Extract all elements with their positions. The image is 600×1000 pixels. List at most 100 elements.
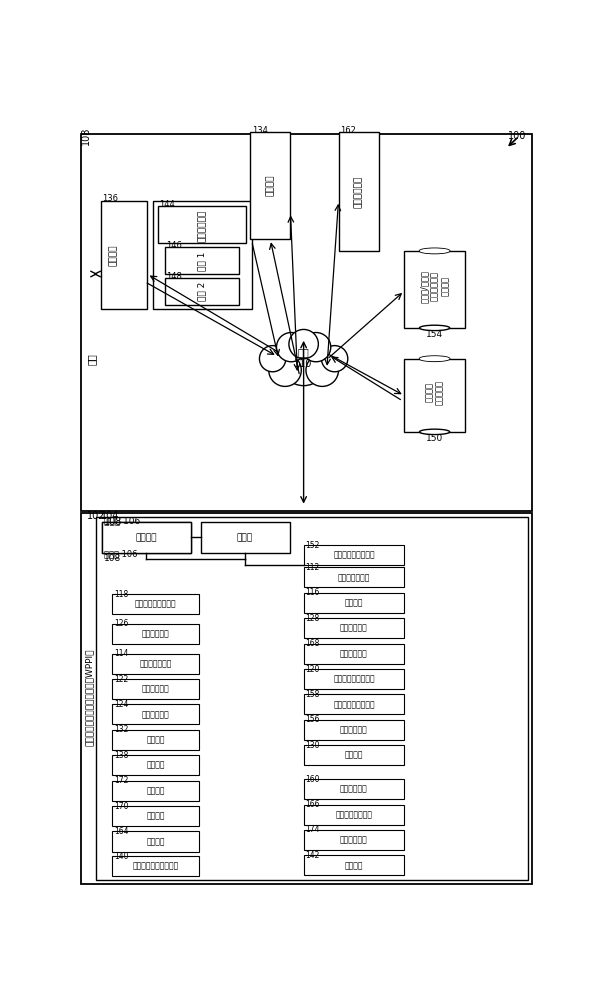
Circle shape	[289, 329, 319, 359]
Text: 模糊逻辑: 模糊逻辑	[146, 812, 165, 821]
FancyBboxPatch shape	[112, 781, 199, 801]
Text: 服务质量保证: 服务质量保证	[142, 629, 169, 638]
FancyBboxPatch shape	[102, 522, 191, 553]
Text: 通信接口: 通信接口	[136, 533, 157, 542]
Text: 资源估计分析器: 资源估计分析器	[139, 659, 172, 668]
Text: 资源使用简档估计: 资源使用简档估计	[335, 810, 373, 819]
Text: 118: 118	[114, 590, 128, 599]
Text: 识别的工作负载: 识别的工作负载	[338, 573, 370, 582]
Text: 158: 158	[305, 690, 320, 699]
FancyBboxPatch shape	[250, 132, 290, 239]
Text: 用户: 用户	[87, 353, 97, 365]
Text: 132: 132	[114, 725, 128, 734]
Circle shape	[280, 339, 327, 386]
Text: 分配成本: 分配成本	[345, 861, 363, 870]
Circle shape	[277, 333, 306, 362]
FancyBboxPatch shape	[304, 694, 404, 714]
FancyBboxPatch shape	[304, 745, 404, 765]
Text: 合并策略: 合并策略	[146, 735, 165, 744]
FancyBboxPatch shape	[112, 624, 199, 644]
Text: 172: 172	[114, 776, 128, 785]
Text: 工作负载分析器和性能干扰（WPPI）: 工作负载分析器和性能干扰（WPPI）	[85, 649, 94, 746]
Text: 第三未剖析工作负载: 第三未剖析工作负载	[333, 700, 375, 709]
Text: 分配置信区间: 分配置信区间	[340, 835, 368, 844]
Text: 166: 166	[305, 800, 320, 809]
Text: 126: 126	[114, 619, 128, 628]
Text: 114: 114	[114, 649, 128, 658]
Text: 资源 1: 资源 1	[197, 251, 206, 271]
Text: 云提供方目标: 云提供方目标	[340, 624, 368, 633]
Circle shape	[301, 333, 331, 362]
FancyBboxPatch shape	[112, 755, 199, 775]
FancyBboxPatch shape	[152, 201, 252, 309]
Text: 128: 128	[305, 614, 319, 623]
FancyBboxPatch shape	[304, 830, 404, 850]
Text: 174: 174	[305, 825, 320, 834]
Text: 116: 116	[305, 588, 320, 597]
Text: 云消费者: 云消费者	[109, 244, 118, 265]
Text: 124: 124	[114, 700, 128, 709]
Ellipse shape	[419, 356, 449, 361]
Ellipse shape	[419, 248, 450, 254]
Circle shape	[269, 354, 301, 386]
FancyBboxPatch shape	[404, 359, 465, 432]
Text: 资源 2: 资源 2	[197, 282, 206, 301]
Text: 从属关系规则: 从属关系规则	[142, 685, 169, 694]
FancyBboxPatch shape	[101, 201, 147, 309]
Text: 170: 170	[114, 802, 128, 811]
Ellipse shape	[419, 325, 450, 331]
FancyBboxPatch shape	[304, 720, 404, 740]
Text: 156: 156	[305, 715, 320, 724]
FancyBboxPatch shape	[200, 522, 290, 553]
Text: 134: 134	[252, 126, 268, 135]
Text: 138: 138	[114, 751, 128, 760]
Text: 160: 160	[305, 775, 320, 784]
FancyBboxPatch shape	[165, 247, 239, 274]
Text: 合并算法: 合并算法	[146, 761, 165, 770]
Text: 网络
110: 网络 110	[295, 347, 313, 369]
Text: 资源竞争: 资源竞争	[146, 786, 165, 795]
FancyBboxPatch shape	[112, 654, 199, 674]
Text: 146: 146	[166, 241, 182, 250]
FancyBboxPatch shape	[112, 704, 199, 724]
FancyBboxPatch shape	[304, 855, 404, 875]
FancyBboxPatch shape	[102, 522, 191, 553]
Text: 130: 130	[305, 741, 320, 750]
Text: 122: 122	[114, 675, 128, 684]
Text: 资源管理系统: 资源管理系统	[354, 175, 363, 208]
Text: 存储器 106: 存储器 106	[104, 549, 137, 558]
Text: 168: 168	[305, 639, 320, 648]
Ellipse shape	[419, 429, 450, 435]
Text: 存储器 106: 存储器 106	[104, 516, 140, 525]
Text: 处理器: 处理器	[236, 533, 253, 542]
Text: 108: 108	[104, 554, 121, 563]
Text: 基础设施资源: 基础设施资源	[197, 209, 206, 242]
FancyBboxPatch shape	[304, 669, 404, 689]
FancyBboxPatch shape	[112, 594, 199, 614]
FancyBboxPatch shape	[304, 805, 404, 825]
FancyBboxPatch shape	[112, 806, 199, 826]
Text: 基础设施
资源储存器: 基础设施 资源储存器	[425, 380, 444, 405]
FancyBboxPatch shape	[404, 251, 465, 328]
FancyBboxPatch shape	[304, 545, 404, 565]
Text: 112: 112	[305, 563, 319, 572]
Text: 第一未剖析工作负载: 第一未剖析工作负载	[135, 600, 176, 609]
Text: 资源简档向量: 资源简档向量	[340, 725, 368, 734]
Text: 资源利用度量: 资源利用度量	[340, 649, 368, 658]
Text: 142: 142	[305, 851, 320, 860]
Text: 第二未剖析工作负载: 第二未剖析工作负载	[333, 675, 375, 684]
FancyBboxPatch shape	[112, 831, 199, 852]
Circle shape	[259, 346, 286, 372]
Text: 154: 154	[426, 330, 443, 339]
Text: 识别的/计算的
工作负载资源
使用简档: 识别的/计算的 工作负载资源 使用简档	[420, 270, 449, 303]
Text: 工作负载分配: 工作负载分配	[142, 710, 169, 719]
FancyBboxPatch shape	[96, 517, 529, 880]
Text: 164: 164	[114, 827, 128, 836]
Ellipse shape	[419, 248, 449, 253]
FancyBboxPatch shape	[304, 567, 404, 587]
FancyBboxPatch shape	[304, 618, 404, 638]
Ellipse shape	[419, 356, 450, 361]
Text: 影响矩阵: 影响矩阵	[345, 598, 363, 607]
Circle shape	[306, 354, 338, 386]
Text: 虚拟机到物理主机分配: 虚拟机到物理主机分配	[133, 862, 179, 871]
